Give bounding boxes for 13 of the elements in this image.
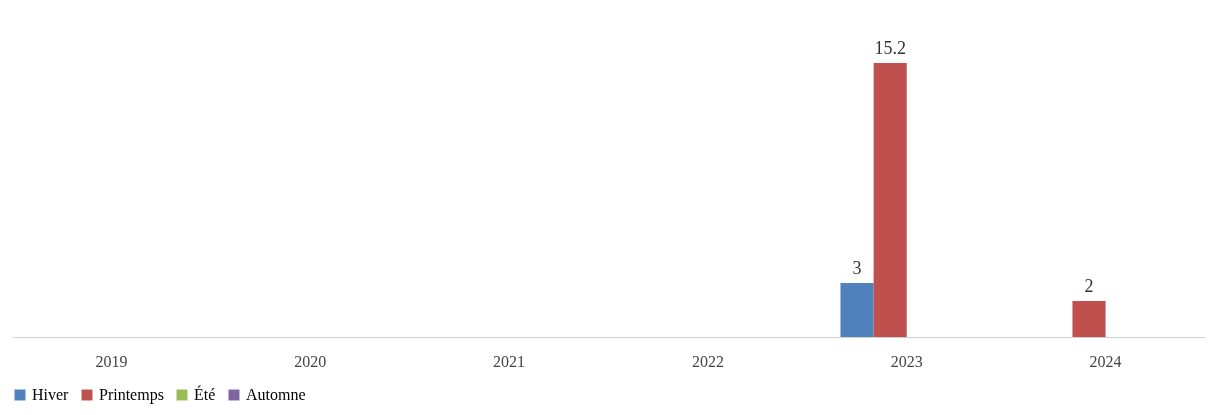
data-label: 2 — [1084, 275, 1094, 296]
x-tick-label: 2019 — [95, 352, 128, 370]
data-label: 3 — [852, 257, 862, 278]
legend-label: Hiver — [32, 386, 70, 403]
x-tick-label: 2021 — [493, 352, 526, 370]
data-label: 15.2 — [874, 38, 906, 58]
x-tick-label: 2020 — [294, 352, 327, 370]
legend-label: Printemps — [99, 386, 164, 404]
x-tick-label: 2023 — [890, 352, 923, 370]
legend-label: Été — [194, 385, 216, 403]
x-tick-label: 2022 — [691, 352, 724, 370]
x-tick-label: 2024 — [1089, 352, 1122, 370]
legend-label: Automne — [246, 386, 306, 403]
